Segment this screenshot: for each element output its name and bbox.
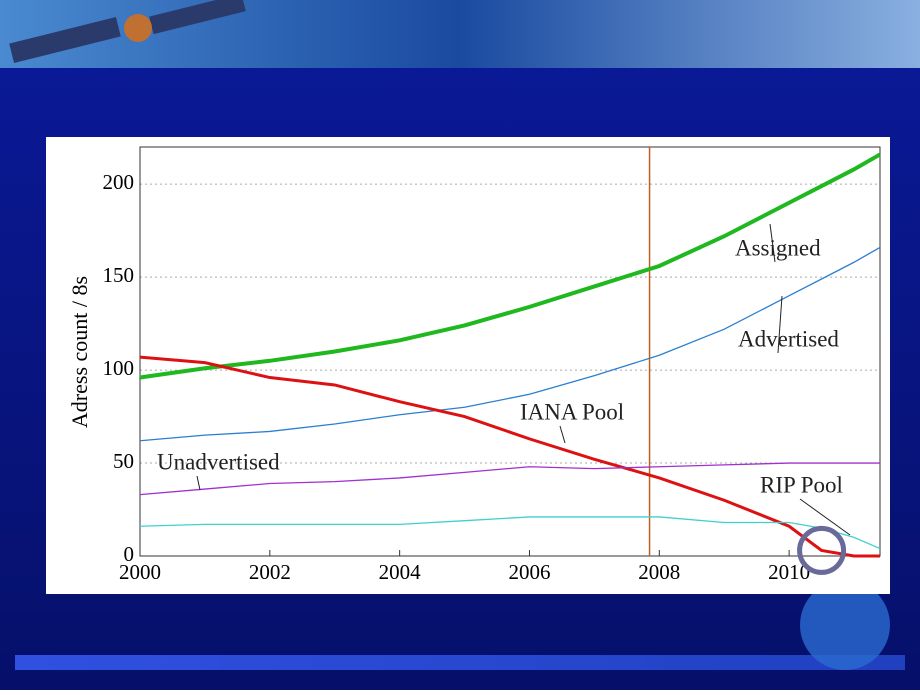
footer-bar — [15, 655, 905, 670]
y-tick-label: 0 — [124, 542, 135, 566]
globe — [800, 580, 890, 670]
series-line — [139, 462, 880, 496]
x-tick-label: 2004 — [379, 560, 422, 584]
series-line — [139, 355, 880, 558]
label-leader — [196, 475, 201, 491]
highlight-circle — [797, 525, 847, 575]
chart-panel — [46, 137, 890, 594]
y-tick-label: 100 — [103, 356, 135, 380]
x-tick-label: 2000 — [119, 560, 161, 584]
series-label: RIP Pool — [760, 472, 843, 497]
label-leader — [777, 295, 783, 354]
y-axis-label: Adress count / 8s — [67, 276, 92, 428]
label-leader — [799, 498, 851, 536]
series-label: IANA Pool — [520, 399, 624, 424]
banner — [0, 0, 920, 68]
satellite — [9, 0, 246, 64]
series-line — [139, 152, 881, 380]
series-label: Assigned — [735, 235, 821, 260]
label-leader — [559, 425, 566, 444]
series-line — [139, 246, 881, 442]
x-tick-label: 2008 — [638, 560, 680, 584]
x-tick-label: 2002 — [249, 560, 291, 584]
axes-frame — [139, 146, 881, 557]
label-leader — [769, 223, 776, 263]
series-label: Advertised — [738, 326, 839, 351]
y-tick-label: 200 — [103, 170, 135, 194]
y-tick-label: 50 — [113, 449, 134, 473]
series-label: Unadvertised — [157, 449, 280, 474]
y-tick-label: 150 — [103, 263, 135, 287]
x-tick-label: 2006 — [508, 560, 550, 584]
